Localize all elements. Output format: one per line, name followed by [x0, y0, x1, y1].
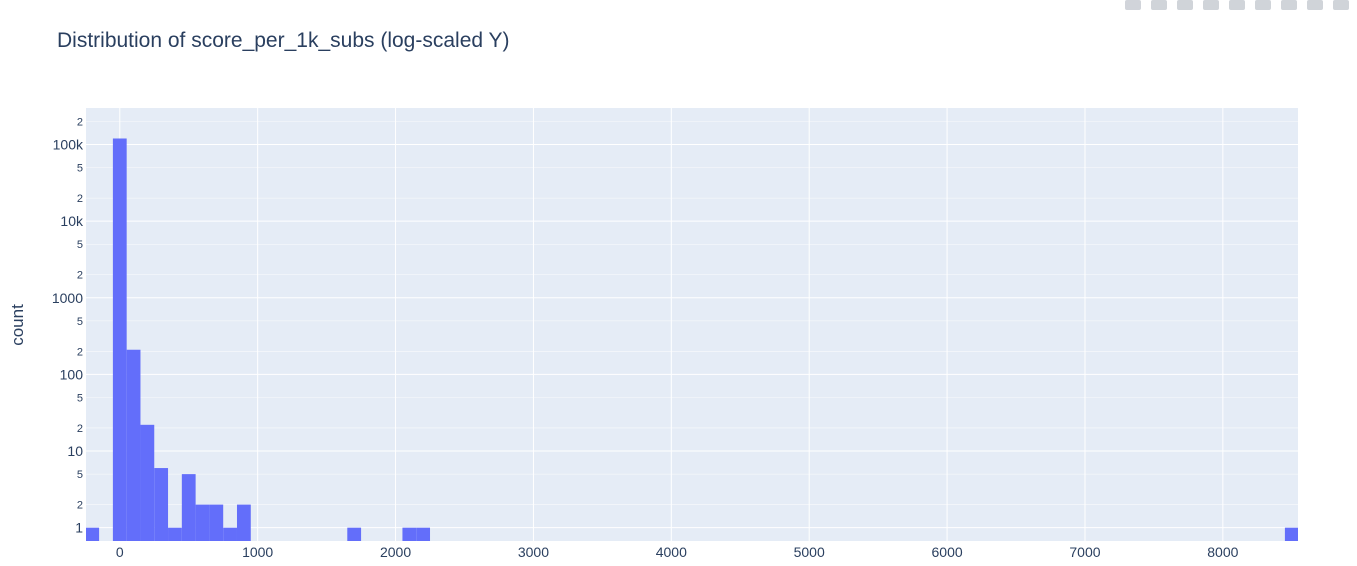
y-minor-tick-label: 5: [77, 163, 83, 175]
y-minor-tick-label: 5: [77, 392, 83, 404]
y-minor-tick-label: 2: [77, 116, 83, 128]
y-tick-label: 100: [60, 366, 84, 382]
histogram-bar[interactable]: [223, 527, 237, 541]
plot-area[interactable]: [86, 108, 1298, 541]
y-tick-label: 10k: [60, 213, 84, 229]
y-minor-tick-label: 2: [77, 270, 83, 282]
x-tick-label: 2000: [380, 544, 411, 560]
x-tick-label: 1000: [242, 544, 273, 560]
x-axis-ticks: 0 1000 2000 3000 4000 5000 6000 7000 8000: [116, 544, 1239, 560]
zoom-out-icon[interactable]: [1281, 0, 1297, 10]
histogram-bar[interactable]: [181, 474, 196, 541]
histogram-bar[interactable]: [140, 424, 155, 541]
histogram-bar[interactable]: [1284, 527, 1298, 541]
camera-icon[interactable]: [1125, 0, 1141, 10]
histogram-bar[interactable]: [112, 138, 127, 542]
histogram-bars: [86, 138, 1298, 542]
y-minor-tick-label: 2: [77, 346, 83, 358]
y-minor-tick-label: 5: [77, 316, 83, 328]
y-tick-label: 10: [67, 443, 83, 459]
chart-modebar[interactable]: [1125, 0, 1349, 12]
y-axis-title: count: [8, 304, 27, 346]
x-tick-label: 3000: [518, 544, 549, 560]
x-tick-label: 0: [116, 544, 124, 560]
histogram-bar[interactable]: [126, 349, 141, 541]
box-select-icon[interactable]: [1203, 0, 1219, 10]
reset-axes-icon[interactable]: [1333, 0, 1349, 10]
lasso-select-icon[interactable]: [1229, 0, 1245, 10]
histogram-bar[interactable]: [168, 527, 182, 541]
histogram-bar[interactable]: [347, 527, 362, 541]
y-tick-label: 1000: [52, 290, 83, 306]
x-tick-label: 4000: [656, 544, 687, 560]
histogram-bar[interactable]: [86, 527, 100, 541]
y-minor-tick-label: 2: [77, 500, 83, 512]
pan-icon[interactable]: [1177, 0, 1193, 10]
x-tick-label: 8000: [1207, 544, 1238, 560]
y-minor-tick-label: 2: [77, 423, 83, 435]
x-tick-label: 6000: [932, 544, 963, 560]
y-axis-ticks: 1 10 100 1000 10k 100k 2 5 2 5 2 5 2 5 2 5 2: [52, 116, 84, 535]
histogram-bar[interactable]: [195, 504, 210, 541]
zoom-in-icon[interactable]: [1255, 0, 1271, 10]
zoom-icon[interactable]: [1151, 0, 1167, 10]
autoscale-icon[interactable]: [1307, 0, 1323, 10]
histogram-bar[interactable]: [416, 527, 431, 541]
y-tick-label: 100k: [53, 137, 84, 153]
histogram-bar[interactable]: [154, 468, 169, 541]
grid-lines: [86, 108, 1298, 541]
histogram-bar[interactable]: [402, 527, 417, 541]
x-tick-label: 5000: [794, 544, 825, 560]
histogram-bar[interactable]: [209, 504, 224, 541]
y-minor-tick-label: 2: [77, 193, 83, 205]
chart-title: Distribution of score_per_1k_subs (log-s…: [57, 29, 510, 52]
x-tick-label: 7000: [1069, 544, 1100, 560]
y-tick-label: 1: [75, 520, 83, 536]
y-minor-tick-label: 5: [77, 469, 83, 481]
histogram-bar[interactable]: [236, 504, 251, 541]
y-minor-tick-label: 5: [77, 239, 83, 251]
